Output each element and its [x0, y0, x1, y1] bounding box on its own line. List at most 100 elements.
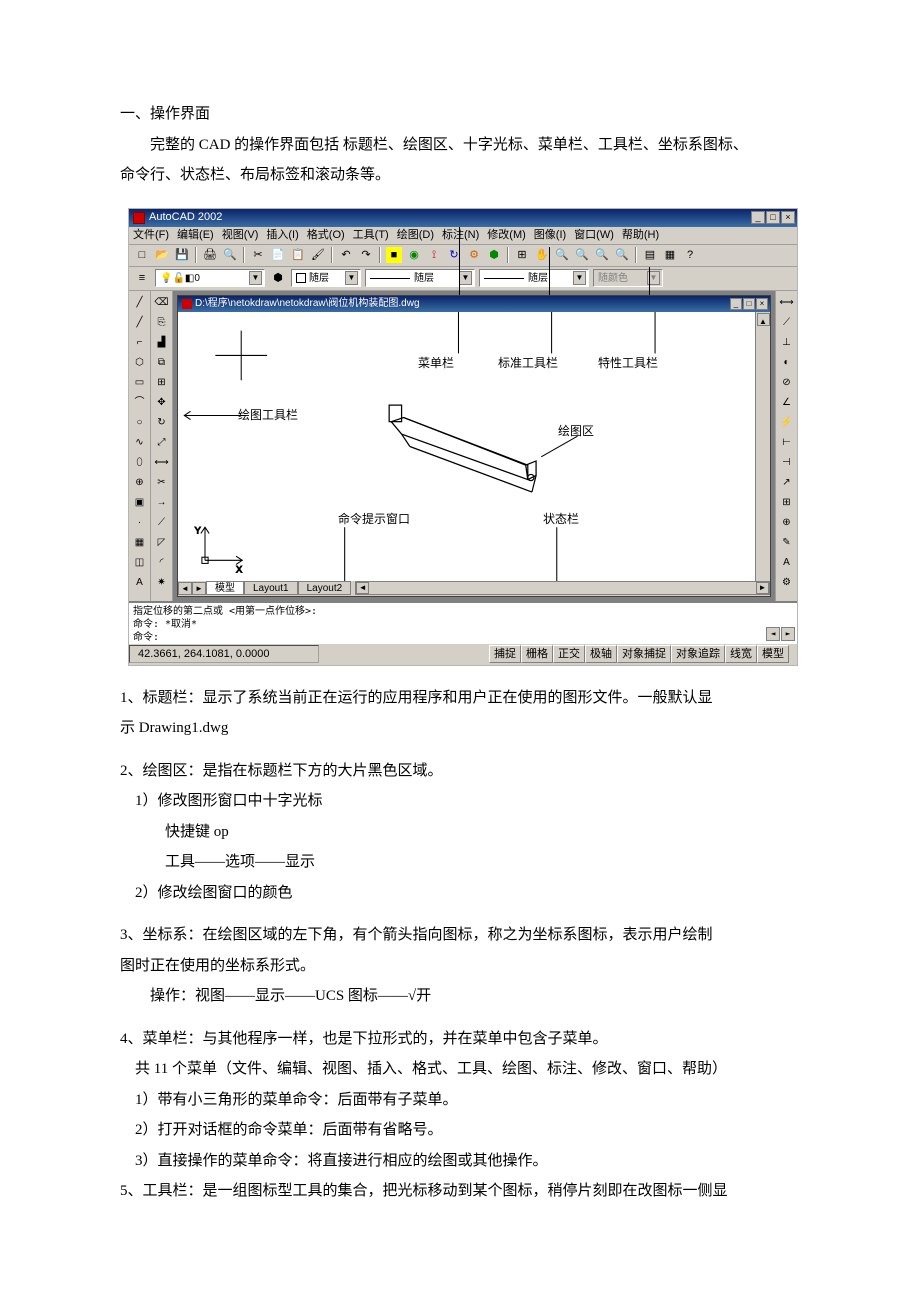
stretch-icon[interactable]: ⟷: [153, 454, 171, 472]
layer-dropdown[interactable]: 💡🔓◧ 0 ▼: [155, 269, 265, 287]
zoom-all-icon[interactable]: 🔍: [613, 246, 631, 264]
match-icon[interactable]: 🖌: [309, 246, 327, 264]
menu-view[interactable]: 视图(V): [222, 225, 259, 246]
status-model-button[interactable]: 模型: [757, 645, 789, 663]
maximize-button[interactable]: □: [766, 211, 780, 224]
status-osnap-button[interactable]: 对象捕捉: [617, 645, 671, 663]
dimtedit-icon[interactable]: A: [778, 554, 796, 572]
line-icon[interactable]: ╱: [131, 294, 149, 312]
vertical-scrollbar[interactable]: ▲: [755, 312, 770, 581]
minimize-button[interactable]: _: [751, 211, 765, 224]
tab-layout1[interactable]: Layout1: [244, 581, 298, 595]
plotstyle-dropdown[interactable]: 随颜色 ▼: [593, 269, 663, 287]
doc-close-button[interactable]: ×: [756, 298, 768, 310]
region-icon[interactable]: ◫: [131, 554, 149, 572]
doc-minimize-button[interactable]: _: [730, 298, 742, 310]
status-polar-button[interactable]: 极轴: [585, 645, 617, 663]
tool-icon[interactable]: ⚙: [465, 246, 483, 264]
point-icon[interactable]: ·: [131, 514, 149, 532]
redo-icon[interactable]: ↷: [357, 246, 375, 264]
dim-continue-icon[interactable]: ⊣: [778, 454, 796, 472]
arc-icon[interactable]: ⌒: [131, 394, 149, 412]
chevron-down-icon[interactable]: ▼: [249, 271, 262, 285]
ucs-icon[interactable]: ◉: [405, 246, 423, 264]
tolerance-icon[interactable]: ⊞: [778, 494, 796, 512]
circle-icon[interactable]: ○: [131, 414, 149, 432]
dim-baseline-icon[interactable]: ⊢: [778, 434, 796, 452]
help-icon[interactable]: ?: [681, 246, 699, 264]
ellipse-icon[interactable]: ⬯: [131, 454, 149, 472]
tab-scroll-right-icon[interactable]: ►: [192, 582, 206, 595]
layer-mgr-icon[interactable]: ⬢: [269, 269, 287, 287]
tool2-icon[interactable]: ⬢: [485, 246, 503, 264]
snap-icon[interactable]: ■: [385, 246, 403, 264]
polygon-icon[interactable]: ⬡: [131, 354, 149, 372]
dim-quick-icon[interactable]: ⚡: [778, 414, 796, 432]
extend-icon[interactable]: →: [153, 494, 171, 512]
menu-insert[interactable]: 插入(I): [266, 225, 298, 246]
menu-modify[interactable]: 修改(M): [487, 225, 526, 246]
leader-icon[interactable]: ↗: [778, 474, 796, 492]
insert-icon[interactable]: ⊕: [131, 474, 149, 492]
tab-layout2[interactable]: Layout2: [298, 581, 352, 595]
text-icon[interactable]: A: [131, 574, 149, 592]
scale-icon[interactable]: ⤢: [153, 434, 171, 452]
xline-icon[interactable]: ╱: [131, 314, 149, 332]
dim-angular-icon[interactable]: ∠: [778, 394, 796, 412]
dimedit-icon[interactable]: ✎: [778, 534, 796, 552]
horizontal-scrollbar[interactable]: ◄ ►: [355, 581, 770, 595]
dim-aligned-icon[interactable]: ⟋: [778, 314, 796, 332]
status-lwt-button[interactable]: 线宽: [725, 645, 757, 663]
menu-draw[interactable]: 绘图(D): [397, 225, 434, 246]
trim-icon[interactable]: ✂: [153, 474, 171, 492]
status-otrack-button[interactable]: 对象追踪: [671, 645, 725, 663]
doc-maximize-button[interactable]: □: [743, 298, 755, 310]
chevron-down-icon[interactable]: ▼: [573, 271, 586, 285]
paste-icon[interactable]: 📋: [289, 246, 307, 264]
move-icon[interactable]: ✥: [153, 394, 171, 412]
array-icon[interactable]: ⊞: [153, 374, 171, 392]
props-icon[interactable]: ▤: [641, 246, 659, 264]
command-window[interactable]: 指定位移的第二点或 <用第一点作位移>: 命令: *取消* 命令: ◄ ►: [129, 601, 797, 643]
menu-format[interactable]: 格式(O): [307, 225, 345, 246]
explode-icon[interactable]: ✷: [153, 574, 171, 592]
menu-tools[interactable]: 工具(T): [353, 225, 389, 246]
chevron-down-icon[interactable]: ▼: [459, 271, 472, 285]
cut-icon[interactable]: ✂: [249, 246, 267, 264]
erase-icon[interactable]: ⌫: [153, 294, 171, 312]
break-icon[interactable]: ⟋: [153, 514, 171, 532]
layers-icon[interactable]: ≡: [133, 269, 151, 287]
fillet-icon[interactable]: ◜: [153, 554, 171, 572]
tab-model[interactable]: 模型: [206, 581, 244, 595]
close-button[interactable]: ×: [781, 211, 795, 224]
zoom-win-icon[interactable]: 🔍: [573, 246, 591, 264]
menu-edit[interactable]: 编辑(E): [177, 225, 214, 246]
dim-radius-icon[interactable]: ◐: [778, 354, 796, 372]
hatch-icon[interactable]: ▦: [131, 534, 149, 552]
status-ortho-button[interactable]: 正交: [553, 645, 585, 663]
menu-window[interactable]: 窗口(W): [574, 225, 614, 246]
undo-icon[interactable]: ↶: [337, 246, 355, 264]
block-icon[interactable]: ▣: [131, 494, 149, 512]
offset-icon[interactable]: ⧉: [153, 354, 171, 372]
preview-icon[interactable]: 🔍: [221, 246, 239, 264]
adcenter-icon[interactable]: ▦: [661, 246, 679, 264]
cmd-scroll-left-icon[interactable]: ◄: [766, 627, 780, 641]
dim-ordinate-icon[interactable]: ⊥: [778, 334, 796, 352]
dim-diameter-icon[interactable]: ⊘: [778, 374, 796, 392]
spline-icon[interactable]: ∿: [131, 434, 149, 452]
menu-dim[interactable]: 标注(N): [442, 225, 479, 246]
status-snap-button[interactable]: 捕捉: [489, 645, 521, 663]
dim-linear-icon[interactable]: ⟷: [778, 294, 796, 312]
mirror-icon[interactable]: ▟: [153, 334, 171, 352]
dist-icon[interactable]: ⟟: [425, 246, 443, 264]
zoom-rt-icon[interactable]: 🔍: [553, 246, 571, 264]
rotate-icon[interactable]: ↻: [153, 414, 171, 432]
copy-icon[interactable]: 📄: [269, 246, 287, 264]
color-dropdown[interactable]: 随层 ▼: [291, 269, 361, 287]
menu-file[interactable]: 文件(F): [133, 225, 169, 246]
redraw-icon[interactable]: ↻: [445, 246, 463, 264]
menu-image[interactable]: 图像(I): [534, 225, 566, 246]
chevron-down-icon[interactable]: ▼: [345, 271, 358, 285]
cmd-scroll-right-icon[interactable]: ►: [781, 627, 795, 641]
